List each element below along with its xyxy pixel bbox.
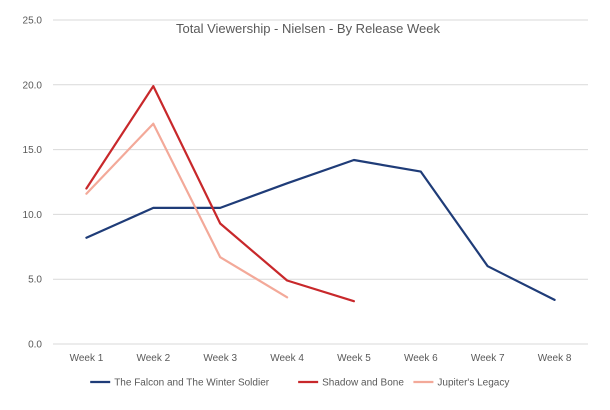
y-axis-tick-labels: 0.0 5.0 10.0 15.0 20.0 25.0 [23,16,43,351]
y-tick-label: 10.0 [23,210,43,221]
x-tick-label: Week 3 [203,353,237,364]
y-tick-label: 0.0 [28,340,42,351]
x-tick-label: Week 5 [337,353,371,364]
y-tick-label: 15.0 [23,145,43,156]
x-tick-label: Week 8 [538,353,572,364]
x-tick-label: Week 7 [471,353,505,364]
y-tick-label: 25.0 [23,16,43,27]
x-axis-tick-labels: Week 1 Week 2 Week 3 Week 4 Week 5 Week 6 Week… [70,353,572,364]
series-line-3 [85,122,289,299]
legend-item-1: The Falcon and The Winter Soldier [90,378,270,389]
series-lines [85,84,556,303]
legend-label: Shadow and Bone [322,378,404,389]
legend-item-2: Shadow and Bone [298,378,404,389]
series-line-1 [85,158,556,301]
grid-lines [53,19,588,345]
y-tick-label: 20.0 [23,80,43,91]
legend-label: Jupiter's Legacy [437,378,509,389]
series-line-2 [85,84,355,303]
legend-label: The Falcon and The Winter Soldier [114,378,270,389]
legend-item-3: Jupiter's Legacy [413,378,509,389]
x-tick-label: Week 6 [404,353,438,364]
legend: The Falcon and The Winter Soldier Shadow … [90,378,509,389]
x-tick-label: Week 2 [136,353,170,364]
chart-title: Total Viewership - Nielsen - By Release … [176,21,440,36]
x-tick-label: Week 4 [270,353,304,364]
x-tick-label: Week 1 [70,353,104,364]
y-tick-label: 5.0 [28,275,42,286]
